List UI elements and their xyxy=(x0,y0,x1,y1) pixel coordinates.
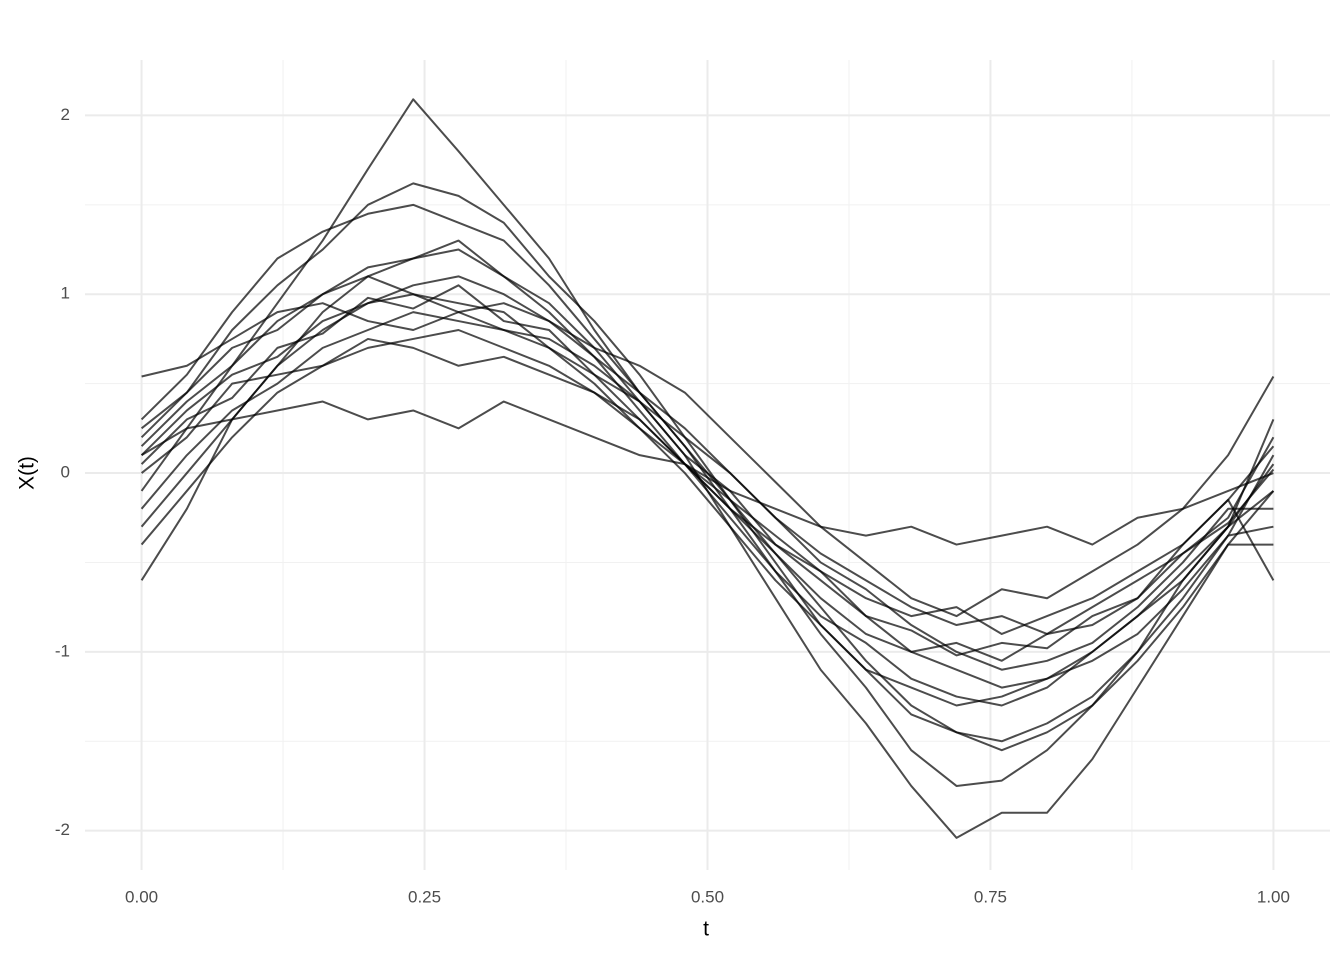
x-tick-label: 0.50 xyxy=(691,887,724,906)
x-tick-label: 0.00 xyxy=(125,887,158,906)
y-tick-label: -1 xyxy=(55,641,70,660)
y-axis-title: X(t) xyxy=(16,456,39,490)
curve xyxy=(140,275,1275,662)
x-tick-label: 1.00 xyxy=(1257,887,1290,906)
y-tick-label: 0 xyxy=(61,463,70,482)
x-axis-title: t xyxy=(703,918,709,941)
curve xyxy=(140,275,1274,671)
curve xyxy=(140,293,1274,707)
curve xyxy=(141,400,1274,546)
curve xyxy=(140,182,1275,743)
x-tick-label: 0.25 xyxy=(408,887,441,906)
y-tick-label: 2 xyxy=(61,105,70,124)
curve xyxy=(140,329,1275,635)
curve xyxy=(140,248,1275,707)
curve xyxy=(140,203,1275,752)
y-tick-label: 1 xyxy=(61,284,70,303)
curve xyxy=(140,311,1275,635)
y-tick-label: -2 xyxy=(55,820,70,839)
curve xyxy=(141,302,1275,618)
x-tick-label: 0.75 xyxy=(974,887,1007,906)
